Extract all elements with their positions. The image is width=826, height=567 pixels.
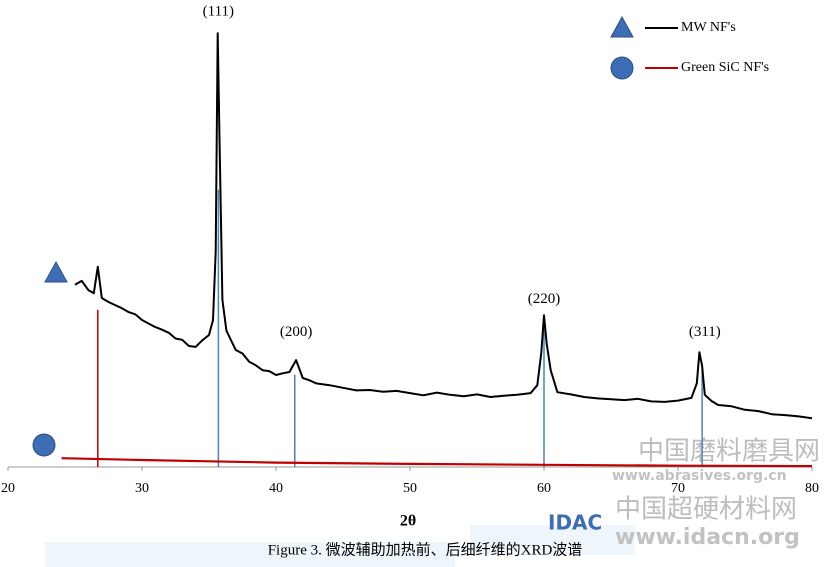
x-tick-label: 50 — [403, 481, 417, 496]
watermark: www.idacn.org — [615, 525, 800, 550]
watermark: 中国磨料磨具网 — [638, 437, 820, 467]
legend-label: MW NF's — [681, 20, 736, 35]
x-tick-label: 30 — [135, 481, 149, 496]
legend-marker — [610, 56, 634, 80]
x-axis-label: 2θ — [400, 513, 416, 530]
x-tick-label: 70 — [671, 481, 685, 496]
annotation: (311) — [689, 324, 721, 340]
x-tick-label: 20 — [1, 481, 15, 496]
caption-band — [45, 542, 455, 567]
series-marker — [32, 433, 56, 457]
x-tick-label: 40 — [269, 481, 283, 496]
x-tick-label: 60 — [537, 481, 551, 496]
caption-band — [470, 525, 635, 555]
watermark-logo: IDAC — [548, 511, 602, 535]
data-line — [61, 457, 813, 468]
legend-marker — [610, 15, 634, 38]
data-line — [74, 32, 813, 420]
series-marker — [44, 260, 68, 283]
caption: Figure 3. 微波辅助加热前、后细纤维的XRD波谱 — [268, 541, 583, 558]
annotation: (220) — [528, 291, 561, 307]
annotation: (111) — [203, 3, 234, 19]
legend-label: Green SiC NF's — [681, 60, 769, 75]
x-tick-label: 80 — [805, 481, 819, 496]
annotation: (200) — [280, 324, 313, 340]
watermark: 中国超硬材料网 — [615, 495, 797, 525]
watermark: www.abrasives.org.cn — [612, 468, 787, 484]
